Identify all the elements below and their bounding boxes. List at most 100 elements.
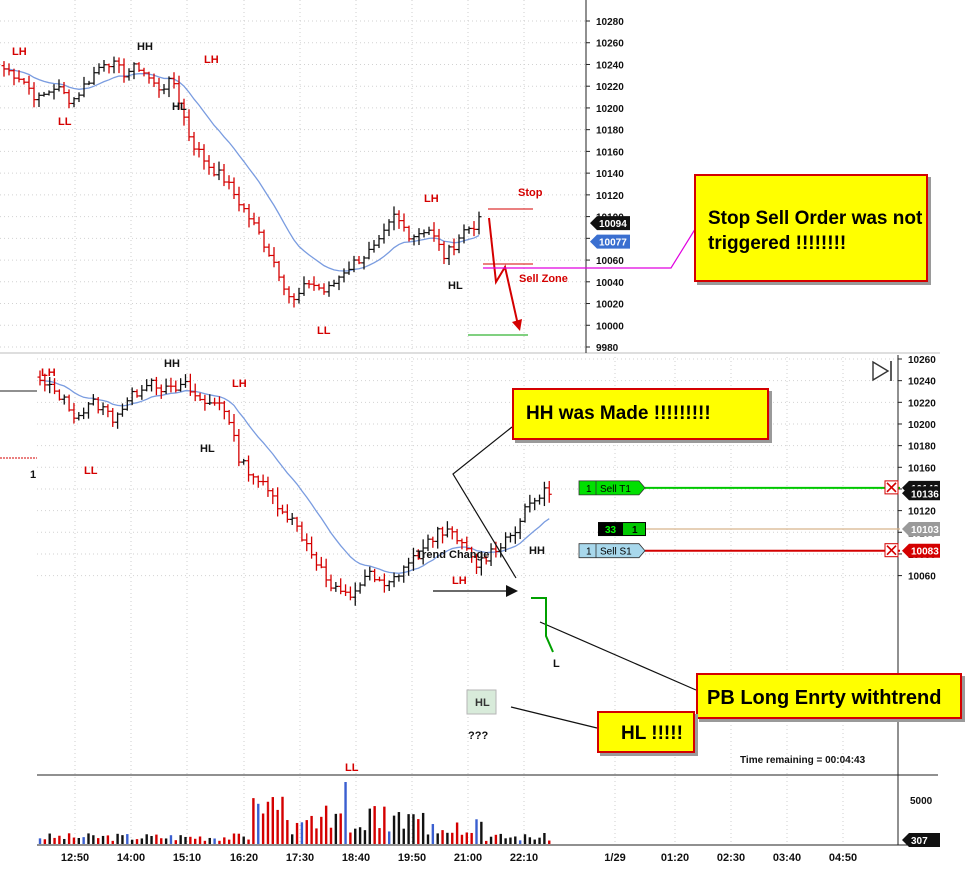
- cancel-order-icon-x: [886, 545, 897, 556]
- volume-bar: [203, 840, 207, 844]
- volume-bar: [421, 812, 425, 844]
- volume-bar: [334, 813, 338, 844]
- volume-bar: [189, 836, 192, 844]
- order-qty-label: 1: [586, 484, 592, 495]
- arrow-head-icon: [512, 319, 522, 331]
- volume-bar: [291, 834, 294, 844]
- volume-bar: [223, 837, 226, 844]
- volume-bar: [218, 840, 221, 844]
- volume-bar: [116, 833, 119, 844]
- volume-bar: [101, 835, 105, 844]
- top-y-tick-label: 10120: [596, 191, 624, 202]
- bottom-price-tag-label: 10103: [911, 525, 939, 536]
- volume-bar: [480, 821, 483, 844]
- volume-bar: [509, 837, 512, 844]
- volume-bar: [528, 837, 532, 844]
- volume-last-tag-label: 307: [911, 836, 928, 847]
- volume-bar: [436, 833, 439, 844]
- time-axis-label: 1/29: [604, 852, 625, 864]
- top-y-tick-label: 10260: [596, 39, 624, 50]
- volume-bar: [349, 832, 352, 844]
- volume-bar: [266, 801, 270, 844]
- bottom-swing-label: LH: [232, 378, 247, 390]
- top-y-tick-label: 10220: [596, 82, 624, 93]
- bottom-y-tick-label: 10220: [908, 398, 936, 409]
- volume-bar: [446, 832, 449, 844]
- order-label-box: [578, 543, 646, 559]
- volume-bar: [324, 805, 328, 844]
- bottom-swing-label: LH: [41, 367, 56, 379]
- volume-bar: [169, 835, 173, 844]
- stop-sell-callout-text: Stop Sell Order was not triggered !!!!!!…: [708, 208, 923, 254]
- time-axis-label: 19:50: [398, 852, 426, 864]
- volume-bar: [320, 816, 323, 844]
- stop-label: Stop: [518, 187, 543, 199]
- bottom-price-tag: [902, 522, 940, 537]
- axis-labels: 10280 10260 10240 10220 10200 10180 10160 10140…: [61, 17, 940, 864]
- time-axis-label: 03:40: [773, 852, 801, 864]
- time-axis-label: 17:30: [286, 852, 314, 864]
- volume-bar: [271, 797, 274, 844]
- volume-bar: [208, 837, 211, 844]
- volume-bar: [514, 836, 517, 844]
- bottom-pane-grid: [37, 357, 898, 845]
- top-price-tag-label: 10077: [599, 238, 627, 249]
- top-y-tick-label: 10180: [596, 126, 624, 137]
- volume-bar: [121, 835, 124, 844]
- top-swing-label: LH: [204, 54, 219, 66]
- volume-bar: [383, 806, 386, 844]
- bottom-swing-label: LL: [84, 465, 98, 477]
- volume-bar: [82, 837, 85, 844]
- sell-zone-label: Sell Zone: [519, 273, 568, 285]
- volume-bar: [295, 822, 299, 844]
- volume-bar: [106, 835, 110, 844]
- question-label: ???: [468, 730, 488, 742]
- volume-bar: [485, 840, 488, 844]
- volume-bar: [194, 838, 197, 844]
- volume-bar: [358, 827, 362, 844]
- top-y-tick-label: 10280: [596, 17, 624, 28]
- hl-box-label: HL: [475, 697, 490, 709]
- volume-bar: [72, 837, 76, 844]
- volume-bar: [460, 834, 464, 844]
- stop-sell-callout: Stop Sell Order was not triggered !!!!!!…: [694, 174, 928, 282]
- volume-bar: [407, 814, 410, 844]
- time-axis-label: 14:00: [117, 852, 145, 864]
- hl-callout: HL !!!!!: [597, 711, 695, 753]
- bottom-swing-label: LH: [452, 575, 467, 587]
- bottom-swing-label: LL: [345, 762, 359, 774]
- projected-move-arrow: [488, 217, 519, 326]
- time-axis-label: 12:50: [61, 852, 89, 864]
- order-qty-label: 33: [605, 525, 617, 536]
- time-axis-label: 02:30: [717, 852, 745, 864]
- top-y-tick-label: 10200: [596, 104, 624, 115]
- scroll-end-icon[interactable]: [872, 360, 892, 382]
- volume-bar: [38, 838, 42, 844]
- volume-bar: [397, 812, 401, 844]
- bottom-swing-label: HL: [200, 443, 215, 455]
- volume-bar: [145, 834, 148, 844]
- volume-bar: [305, 820, 308, 844]
- time-remaining-label: Time remaining = 00:04:43: [740, 755, 866, 766]
- top-pane-grid: [0, 0, 586, 350]
- volume-bar: [198, 836, 202, 844]
- hh-callout-connector: [452, 426, 517, 579]
- hl-callout-text: HL !!!!!: [621, 723, 683, 744]
- volume-bar: [494, 834, 498, 844]
- volume-bar: [310, 815, 313, 844]
- bottom-swing-label: L: [553, 658, 560, 670]
- volume-bar: [179, 835, 182, 844]
- volume-bars: [38, 782, 551, 844]
- left-marker-label: 1: [30, 469, 36, 481]
- volume-bar: [257, 803, 260, 844]
- time-axis-label: 04:50: [829, 852, 857, 864]
- volume-bar: [344, 782, 347, 844]
- volume-bar: [431, 824, 435, 844]
- volume-bar: [426, 834, 430, 844]
- bottom-price-tag-label: 10083: [911, 547, 939, 558]
- volume-bar: [451, 832, 454, 844]
- order-side-box: [623, 523, 645, 536]
- volume-bar: [242, 836, 245, 844]
